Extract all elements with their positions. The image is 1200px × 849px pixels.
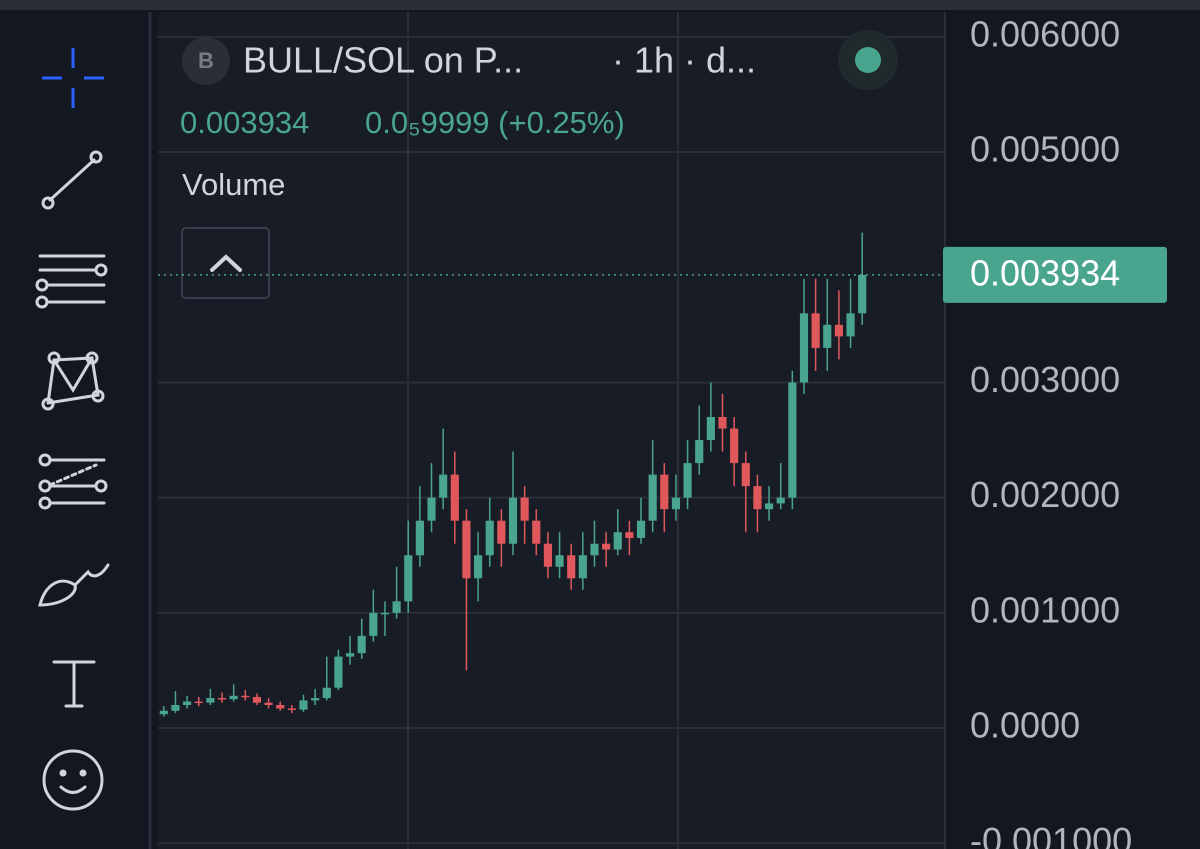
prediction-tool[interactable]: [38, 453, 108, 510]
candle-body: [345, 653, 355, 657]
candle-body: [485, 520, 494, 556]
candle-body: [776, 497, 785, 504]
trend-line-tool[interactable]: [41, 150, 103, 210]
y-tick-label: 0.005000: [970, 129, 1120, 170]
candle-body: [194, 701, 203, 704]
candle-body: [613, 532, 622, 550]
legend-price: 0.003934: [180, 105, 309, 140]
crosshair-tool[interactable]: [42, 48, 104, 108]
candle-body: [276, 705, 285, 709]
candle-body: [229, 695, 238, 700]
candle-body: [846, 313, 855, 337]
candle-body: [171, 705, 180, 711]
candle-body: [450, 474, 459, 521]
candle-body: [427, 497, 436, 521]
candle-body: [602, 543, 611, 550]
candle-body: [590, 543, 599, 556]
candle-body: [567, 555, 576, 579]
candle-body: [520, 497, 529, 521]
candle-body: [264, 702, 273, 706]
top-bar: [0, 0, 1200, 10]
y-tick-label: 0.0000: [970, 705, 1080, 746]
candle-body: [695, 440, 704, 464]
candle-body: [287, 708, 296, 710]
candle-body: [439, 474, 448, 498]
legend-change: 0.0₅9999 (+0.25%): [365, 105, 625, 140]
candle-body: [636, 520, 646, 538]
last-price-label: 0.003934: [970, 252, 1120, 293]
candle-body: [811, 313, 820, 348]
candle-body: [369, 612, 378, 636]
candle-body: [183, 701, 192, 706]
candle-body: [532, 520, 541, 544]
candle-body: [799, 313, 809, 383]
candle-body: [474, 555, 483, 579]
chevron-icon: [210, 254, 242, 272]
candle-body: [415, 520, 424, 556]
candle-body: [788, 382, 797, 498]
candle-body: [753, 486, 762, 510]
y-tick-label: -0.001000: [970, 820, 1132, 849]
symbol-badge-text: B: [198, 48, 214, 73]
candle-body: [241, 695, 250, 698]
candle-body: [311, 698, 320, 701]
grid: [158, 35, 945, 845]
candle-body: [578, 555, 587, 579]
candle-body: [252, 696, 262, 703]
candle-body: [299, 700, 308, 710]
candle-body: [497, 520, 506, 544]
emoji-tool[interactable]: [42, 749, 104, 811]
status-dot: [855, 47, 881, 73]
last-price-tag: [943, 246, 1167, 303]
pattern-tool[interactable]: [41, 351, 105, 411]
candle-body: [159, 710, 168, 715]
candle-body: [508, 497, 518, 544]
candle-body: [404, 555, 413, 602]
candle-body: [217, 698, 227, 700]
candle-body: [625, 532, 634, 538]
candle-body: [334, 656, 343, 688]
candle-body: [823, 324, 832, 348]
candle-body: [380, 612, 390, 615]
candle-body: [834, 324, 843, 337]
y-tick-label: 0.003000: [970, 359, 1120, 400]
candle-body: [730, 428, 739, 464]
candle-body: [660, 474, 669, 510]
fib-tool[interactable]: [35, 254, 108, 309]
indicator-name: Volume: [182, 167, 285, 202]
interval: · 1h · d...: [612, 40, 756, 81]
brush-tool[interactable]: [38, 563, 110, 607]
symbol-badge: [182, 37, 230, 85]
candle-body: [555, 555, 564, 567]
candle-body: [671, 497, 681, 510]
text-tool[interactable]: [52, 660, 96, 708]
y-tick-label: 0.002000: [970, 474, 1120, 515]
candle-body: [764, 503, 774, 510]
y-tick-label: 0.001000: [970, 589, 1120, 630]
candle-body: [206, 698, 215, 703]
candle-body: [683, 463, 692, 498]
candle-body: [462, 520, 471, 579]
candle-body: [706, 417, 715, 441]
candle-body: [648, 474, 657, 521]
candle-body: [741, 463, 750, 487]
candle-body: [858, 274, 867, 314]
symbol-title[interactable]: BULL/SOL on P...: [243, 40, 523, 81]
toolbar: [35, 48, 110, 811]
candle-body: [322, 687, 331, 699]
candle-body: [718, 417, 727, 429]
candle-body: [543, 543, 552, 567]
candles: [159, 232, 867, 717]
candle-body: [357, 635, 366, 654]
candle-body: [392, 601, 401, 613]
y-tick-label: 0.006000: [970, 13, 1120, 54]
collapse-button[interactable]: [181, 227, 270, 299]
